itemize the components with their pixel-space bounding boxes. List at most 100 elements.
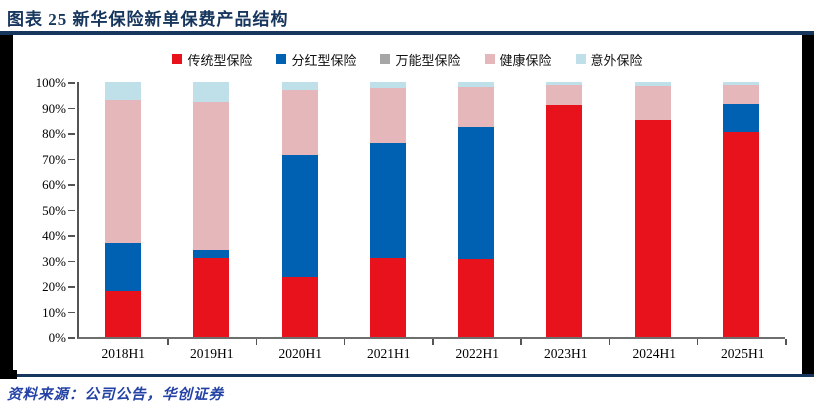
y-tick-mark	[68, 260, 75, 262]
x-axis-label: 2025H1	[721, 346, 765, 361]
y-tick-mark	[68, 337, 75, 339]
stacked-bar	[193, 82, 230, 337]
bar-segment	[105, 242, 142, 292]
bar-group-2022H1	[432, 82, 520, 337]
bar-segment	[722, 103, 759, 132]
x-tick-mark	[432, 339, 434, 345]
bar-segment	[369, 143, 406, 258]
x-axis-label: 2021H1	[367, 346, 411, 361]
bar-group-2021H1	[344, 82, 432, 337]
y-tick-mark	[68, 209, 75, 211]
bar-segment	[458, 87, 495, 127]
y-tick-label: 70%	[42, 151, 66, 167]
y-tick-label: 100%	[35, 75, 66, 90]
x-tick-mark	[520, 339, 522, 345]
y-tick-label: 30%	[42, 253, 66, 269]
legend-label: 健康保险	[499, 52, 552, 68]
bar-segment	[546, 84, 583, 105]
legend-label: 万能型保险	[395, 52, 461, 68]
bar-segment	[193, 102, 230, 251]
bar-segment	[369, 257, 406, 337]
x-tick-mark	[608, 339, 610, 345]
bar-group-2025H1	[697, 82, 785, 337]
bar-segment	[193, 257, 230, 337]
bottom-divider-rule	[0, 370, 814, 379]
stacked-bar	[105, 82, 142, 337]
y-tick-mark	[68, 133, 75, 135]
bar-segment	[634, 85, 671, 121]
figure-body: 传统型保险 分红型保险 万能型保险 健康保险 意外保险 0% 10% 20% 30% 40% 50…	[0, 35, 814, 375]
bar-group-2024H1	[609, 82, 697, 337]
figure-title: 图表 25 新华保险新单保费产品结构	[7, 10, 289, 29]
bar-segment	[281, 89, 318, 155]
stacked-bar	[722, 82, 759, 337]
y-tick-mark	[68, 235, 75, 237]
x-axis-label: 2022H1	[455, 346, 500, 361]
stacked-bar	[369, 82, 406, 337]
y-tick-mark	[68, 82, 75, 84]
bar-group-2023H1	[520, 82, 608, 337]
x-axis-label: 2019H1	[190, 346, 234, 361]
bar-group-2020H1	[256, 82, 344, 337]
y-axis: 0% 10% 20% 30% 40% 50% 60% 70% 80% 90% 100%	[19, 75, 77, 345]
bar-segment	[281, 82, 318, 90]
bar-segment	[458, 82, 495, 88]
bar-segment	[281, 154, 318, 278]
bar-group-2018H1	[79, 82, 167, 337]
bar-segment	[458, 126, 495, 260]
x-axis-label: 2023H1	[544, 346, 588, 361]
legend-swatch-icon	[575, 54, 586, 64]
bar-group-2019H1	[167, 82, 255, 337]
x-tick-mark	[343, 339, 346, 345]
legend-swatch-icon	[276, 54, 287, 64]
x-tick-mark	[255, 339, 257, 345]
x-axis-labels: 2018H1 2019H1 2020H1 2021H1 2022H1 2023H1 2024…	[79, 346, 787, 362]
bar-segment	[546, 104, 583, 337]
legend-swatch-icon	[380, 54, 391, 64]
legend-item: 意外保险	[575, 50, 643, 69]
x-axis-label: 2024H1	[632, 346, 677, 361]
bar-segment	[546, 82, 583, 85]
y-tick-mark	[68, 107, 75, 109]
legend-label: 传统型保险	[187, 52, 253, 68]
y-tick-mark	[68, 158, 75, 160]
source-note: 资料来源：公司公告，华创证券	[7, 387, 224, 403]
y-tick-label: 10%	[42, 304, 66, 320]
legend-swatch-icon	[484, 54, 495, 64]
legend-item: 健康保险	[484, 50, 552, 69]
legend-item: 传统型保险	[172, 50, 252, 69]
stacked-bar	[281, 82, 318, 337]
y-tick-label: 40%	[42, 228, 66, 243]
bar-segment	[105, 99, 142, 243]
legend-item: 分红型保险	[276, 50, 356, 69]
bar-segment	[634, 82, 671, 86]
bar-segment	[458, 259, 495, 337]
legend-label: 分红型保险	[291, 52, 357, 68]
y-tick-label: 80%	[42, 126, 66, 141]
bar-segment	[722, 84, 759, 104]
chart-legend: 传统型保险 分红型保险 万能型保险 健康保险 意外保险	[13, 49, 802, 69]
y-tick-mark	[68, 184, 75, 186]
plot-area	[77, 82, 787, 345]
bar-segment	[369, 82, 406, 89]
y-tick-label: 20%	[42, 279, 66, 294]
y-tick-label: 0%	[48, 330, 66, 345]
bar-segment	[634, 120, 671, 337]
bar-segment	[722, 131, 759, 337]
y-tick-label: 60%	[42, 177, 66, 192]
bar-segment	[193, 250, 230, 258]
y-tick-label: 90%	[42, 100, 66, 116]
stacked-bar	[458, 82, 495, 337]
bar-segment	[105, 291, 142, 337]
bar-segment	[369, 88, 406, 144]
bottom-left-corner-mark	[0, 370, 17, 379]
bar-segment	[105, 82, 142, 100]
stacked-bar	[546, 82, 583, 337]
x-tick-mark	[696, 339, 699, 345]
bar-segment	[193, 82, 230, 103]
x-axis-label: 2020H1	[278, 346, 323, 361]
legend-item: 万能型保险	[380, 50, 461, 69]
legend-swatch-icon	[172, 54, 183, 64]
x-axis-label: 2018H1	[101, 346, 146, 361]
